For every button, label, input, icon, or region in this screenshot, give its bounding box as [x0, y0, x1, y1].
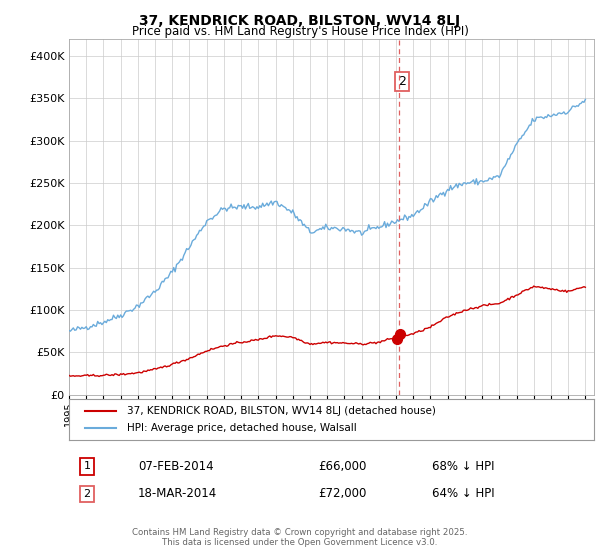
Text: Contains HM Land Registry data © Crown copyright and database right 2025.
This d: Contains HM Land Registry data © Crown c… — [132, 528, 468, 547]
Text: 07-FEB-2014: 07-FEB-2014 — [138, 460, 214, 473]
Text: 37, KENDRICK ROAD, BILSTON, WV14 8LJ: 37, KENDRICK ROAD, BILSTON, WV14 8LJ — [139, 14, 461, 28]
Text: 2: 2 — [398, 75, 406, 88]
Text: Price paid vs. HM Land Registry's House Price Index (HPI): Price paid vs. HM Land Registry's House … — [131, 25, 469, 38]
Text: 1: 1 — [83, 461, 91, 472]
Text: £72,000: £72,000 — [318, 487, 367, 501]
Text: 18-MAR-2014: 18-MAR-2014 — [138, 487, 217, 501]
Text: 64% ↓ HPI: 64% ↓ HPI — [432, 487, 494, 501]
Text: £66,000: £66,000 — [318, 460, 367, 473]
Text: 68% ↓ HPI: 68% ↓ HPI — [432, 460, 494, 473]
Text: 2: 2 — [83, 489, 91, 499]
Text: 37, KENDRICK ROAD, BILSTON, WV14 8LJ (detached house): 37, KENDRICK ROAD, BILSTON, WV14 8LJ (de… — [127, 405, 436, 416]
Text: HPI: Average price, detached house, Walsall: HPI: Average price, detached house, Wals… — [127, 423, 356, 433]
